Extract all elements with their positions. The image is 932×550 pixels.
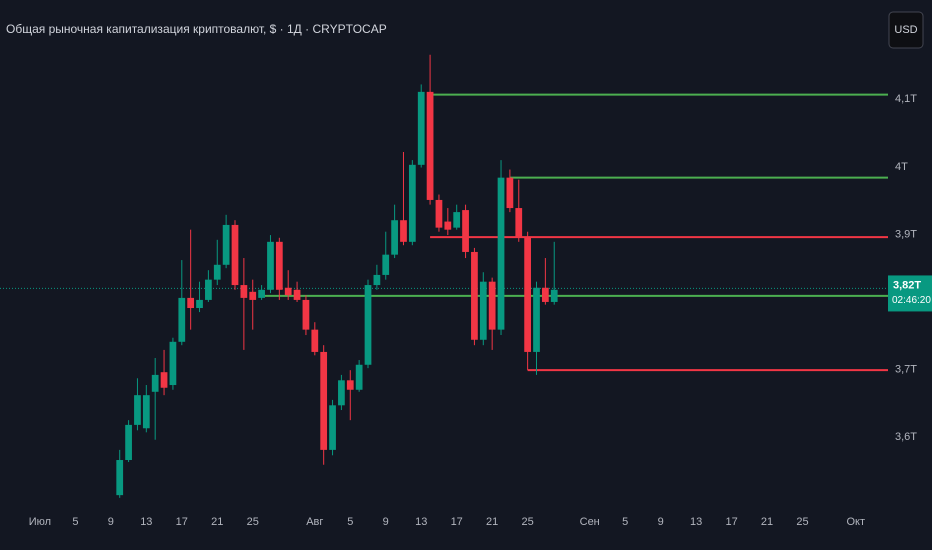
x-tick-label: 25: [522, 516, 534, 528]
candle-body: [196, 299, 203, 309]
candle-body: [249, 291, 257, 300]
candle-body: [515, 208, 523, 238]
x-tick-label: 25: [247, 516, 259, 528]
candle-body: [125, 424, 132, 461]
candle-body: [488, 281, 496, 330]
candle-body: [355, 364, 363, 390]
x-tick-label: 5: [72, 516, 78, 528]
x-tick-label: 9: [108, 516, 114, 528]
candle-body: [213, 264, 221, 280]
candle-body: [116, 460, 124, 496]
currency-button[interactable]: [888, 11, 924, 49]
candle-body: [541, 287, 549, 302]
candle-body: [497, 177, 505, 330]
candle-body: [524, 237, 531, 352]
candle-body: [444, 221, 452, 230]
candle-body: [373, 274, 381, 286]
x-tick-label: 9: [383, 516, 389, 528]
currency-label[interactable]: USD: [894, 24, 917, 36]
candle-body: [453, 212, 461, 228]
candle-body: [284, 287, 292, 296]
candle-body: [222, 224, 230, 265]
candle-body: [462, 210, 469, 252]
x-tick-label: 13: [415, 516, 427, 528]
candle-body: [338, 380, 345, 406]
last-price-box: [888, 275, 932, 312]
candle-body: [471, 251, 478, 340]
x-tick-label: 21: [211, 516, 223, 528]
candle-body: [426, 91, 434, 200]
candle-body: [267, 241, 274, 290]
candle-body: [391, 220, 398, 255]
x-tick-label: 17: [725, 516, 737, 528]
candle-body: [346, 380, 354, 390]
y-tick-label: 4,1T: [895, 93, 917, 105]
candle-body: [506, 177, 514, 209]
x-tick-label: 9: [658, 516, 664, 528]
candle-body: [178, 297, 186, 342]
candle-body: [151, 374, 159, 392]
y-tick-label: 4T: [895, 161, 908, 173]
y-tick-label: 3,7T: [895, 363, 917, 375]
candle-body: [329, 405, 336, 450]
candle-body: [550, 289, 558, 302]
candle-body: [364, 285, 372, 365]
last-price-label: 3,82T: [893, 279, 921, 291]
candle-body: [275, 241, 283, 290]
x-tick-label: Окт: [846, 516, 865, 528]
x-tick-label: 17: [176, 516, 188, 528]
candle-body: [311, 329, 319, 352]
x-tick-label: 5: [622, 516, 628, 528]
candle-body: [435, 199, 443, 228]
candle-body: [160, 372, 168, 388]
candle-body: [382, 254, 390, 275]
x-tick-label: 21: [486, 516, 498, 528]
y-tick-label: 3,9T: [895, 228, 917, 240]
candle-body: [134, 395, 141, 425]
candle-body: [302, 299, 310, 330]
x-tick-label: 25: [796, 516, 808, 528]
x-tick-label: 17: [451, 516, 463, 528]
candle-body: [205, 279, 212, 300]
candle-body: [417, 91, 425, 165]
candle-body: [240, 285, 248, 298]
candle-body: [169, 341, 177, 386]
candle-body: [187, 297, 195, 309]
x-tick-label: 21: [761, 516, 773, 528]
x-tick-label: 13: [140, 516, 152, 528]
candle-body: [293, 289, 301, 300]
x-tick-label: Авг: [306, 516, 323, 528]
candle-body: [231, 224, 239, 286]
x-tick-label: Июл: [29, 516, 51, 528]
candle-body: [408, 164, 416, 242]
x-tick-label: Сен: [580, 516, 600, 528]
y-tick-label: 3,6T: [895, 431, 917, 443]
candle-body: [479, 281, 487, 340]
x-tick-label: 13: [690, 516, 702, 528]
chart-title: Общая рыночная капитализация криптовалют…: [6, 22, 387, 36]
candle-body: [320, 351, 328, 450]
candle-body: [142, 395, 150, 429]
candle-body: [258, 289, 265, 298]
candle-body: [533, 287, 540, 352]
candle-body: [400, 220, 407, 242]
countdown-label: 02:46:20: [892, 295, 931, 306]
x-tick-label: 5: [347, 516, 353, 528]
